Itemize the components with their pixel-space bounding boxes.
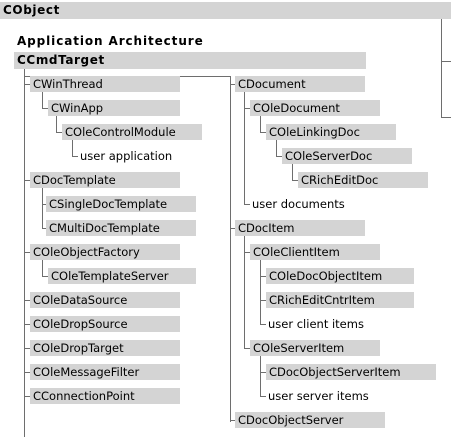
connector bbox=[260, 276, 266, 277]
class-coletemplateserver: COleTemplateServer bbox=[48, 268, 196, 284]
connector bbox=[24, 396, 30, 397]
class-coledocobjectitem: COleDocObjectItem bbox=[266, 268, 414, 284]
connector bbox=[230, 228, 235, 229]
connector bbox=[260, 132, 266, 133]
connector bbox=[276, 140, 277, 156]
connector bbox=[24, 300, 30, 301]
connector bbox=[441, 61, 451, 62]
connector bbox=[260, 372, 266, 373]
connector bbox=[42, 108, 48, 109]
connector bbox=[42, 204, 46, 205]
connector bbox=[42, 260, 43, 276]
connector bbox=[24, 69, 25, 437]
connector bbox=[56, 132, 62, 133]
connector bbox=[230, 420, 235, 421]
connector bbox=[24, 348, 30, 349]
connector bbox=[292, 180, 298, 181]
class-coleserverdoc: COleServerDoc bbox=[282, 148, 412, 164]
class-cdocobjectserver: CDocObjectServer bbox=[235, 412, 385, 428]
connector bbox=[244, 204, 250, 205]
class-coledroptarget: COleDropTarget bbox=[30, 340, 180, 356]
connector bbox=[244, 252, 250, 253]
class-coleclientitem: COleClientItem bbox=[250, 244, 380, 260]
cobject-bar: CObject bbox=[0, 2, 451, 19]
class-cdocitem: CDocItem bbox=[235, 220, 365, 236]
connector bbox=[260, 300, 266, 301]
class-coledatasource: COleDataSource bbox=[30, 292, 180, 308]
connector bbox=[24, 84, 30, 85]
user-client-items-label: user client items bbox=[268, 317, 364, 331]
connector bbox=[56, 116, 57, 132]
connector bbox=[230, 76, 231, 422]
class-cdocument: CDocument bbox=[235, 76, 365, 92]
class-colelinkingdoc: COleLinkingDoc bbox=[266, 124, 396, 140]
class-cmultidoctemplate: CMultiDocTemplate bbox=[46, 220, 196, 236]
connector bbox=[276, 156, 282, 157]
class-cwinthread: CWinThread bbox=[30, 76, 180, 92]
user-application-label: user application bbox=[80, 149, 173, 163]
connector bbox=[260, 396, 266, 397]
class-cconnectionpoint: CConnectionPoint bbox=[30, 388, 180, 404]
connector bbox=[24, 372, 30, 373]
connector bbox=[230, 84, 235, 85]
connector bbox=[24, 252, 30, 253]
connector bbox=[244, 92, 245, 204]
connector bbox=[244, 236, 245, 348]
class-csingledoctemplate: CSingleDocTemplate bbox=[46, 196, 196, 212]
connector bbox=[260, 356, 261, 396]
class-coleobjectfactory: COleObjectFactory bbox=[30, 244, 180, 260]
class-coledocument: COleDocument bbox=[250, 100, 380, 116]
class-coledropsource: COleDropSource bbox=[30, 316, 180, 332]
class-colemessagefilter: COleMessageFilter bbox=[30, 364, 180, 380]
class-cdoctemplate: CDocTemplate bbox=[30, 172, 180, 188]
connector bbox=[42, 276, 48, 277]
class-crichedit-doc: CRichEditDoc bbox=[298, 172, 428, 188]
connector bbox=[292, 164, 293, 180]
user-documents-label: user documents bbox=[252, 197, 345, 211]
connector bbox=[72, 156, 78, 157]
class-cdocobjectserveritem: CDocObjectServerItem bbox=[266, 364, 436, 380]
connector bbox=[260, 116, 261, 132]
class-crichedit-cntritem: CRichEditCntrItem bbox=[266, 292, 414, 308]
connector bbox=[42, 92, 43, 108]
connector bbox=[244, 108, 250, 109]
connector bbox=[42, 188, 43, 228]
connector bbox=[244, 348, 250, 349]
user-server-items-label: user server items bbox=[268, 389, 369, 403]
connector bbox=[72, 140, 73, 156]
class-coleserveritem: COleServerItem bbox=[250, 340, 380, 356]
connector bbox=[260, 324, 266, 325]
section-heading: Application Architecture bbox=[17, 34, 204, 48]
connector bbox=[260, 260, 261, 324]
connector bbox=[24, 324, 30, 325]
class-cwinapp: CWinApp bbox=[48, 100, 180, 116]
connector bbox=[441, 10, 442, 118]
class-colecontrolmodule: COleControlModule bbox=[62, 124, 202, 140]
connector bbox=[441, 117, 451, 118]
ccmdtarget-bar: CCmdTarget bbox=[14, 52, 366, 69]
connector bbox=[42, 228, 46, 229]
connector bbox=[24, 180, 30, 181]
